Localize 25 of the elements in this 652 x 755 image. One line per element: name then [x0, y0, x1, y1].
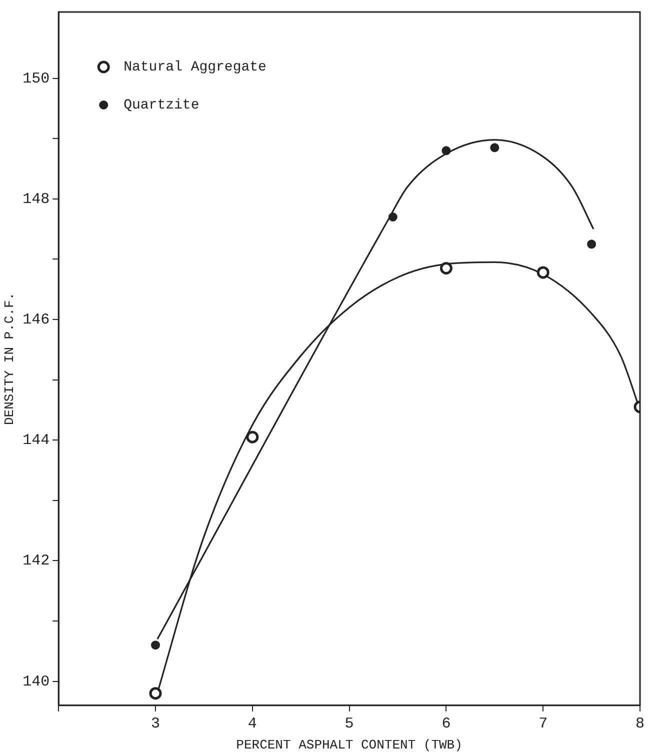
- x-axis-title: PERCENT ASPHALT CONTENT (TWB): [236, 738, 462, 753]
- point: [587, 240, 596, 249]
- y-tick-label: 140: [22, 673, 50, 690]
- x-tick-label: 3: [150, 715, 160, 732]
- x-tick-label: 5: [344, 715, 354, 732]
- legend-label: Natural Aggregate: [124, 60, 266, 76]
- point: [440, 262, 452, 275]
- point: [388, 212, 398, 222]
- point: [536, 266, 550, 279]
- y-tick-label: 150: [22, 70, 50, 88]
- y-tick-label: 146: [22, 311, 50, 328]
- y-tick-label: 144: [22, 432, 50, 450]
- point: [149, 687, 162, 700]
- x-tick-label: 4: [248, 715, 257, 732]
- point: [151, 640, 160, 650]
- x-tick-label: 8: [635, 715, 645, 732]
- point: [442, 146, 451, 156]
- x-tick-label: 6: [442, 715, 451, 732]
- y-axis-title: DENSITY IN P.C.F.: [2, 292, 18, 426]
- x-tick-label: 7: [538, 715, 548, 732]
- legend-label: Quartzite: [124, 98, 200, 114]
- point: [246, 430, 259, 444]
- y-tick-label: 142: [22, 552, 50, 570]
- y-tick-label: 148: [22, 190, 50, 208]
- point: [490, 143, 500, 152]
